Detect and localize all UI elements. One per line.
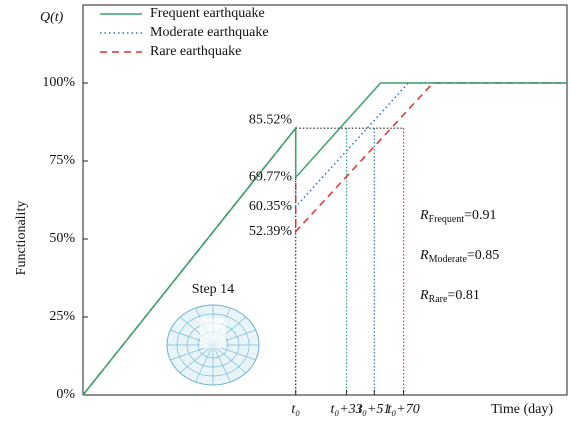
annotation-text: =0.91 <box>464 208 496 223</box>
y-tick-label: 100% <box>42 75 75 90</box>
inset-dome <box>167 305 259 385</box>
annotation-subscript: Moderate <box>429 254 468 265</box>
point-label: 69.77% <box>249 170 293 185</box>
series-line <box>83 83 567 395</box>
inset-label: Step 14 <box>192 282 234 297</box>
legend-label: Moderate earthquake <box>150 25 269 40</box>
point-label: 85.52% <box>249 112 293 127</box>
annotation-subscript: Frequent <box>429 214 465 225</box>
y-tick-label: 50% <box>49 231 75 246</box>
x-axis-label: Time (day) <box>491 402 553 417</box>
y-tick-label: 75% <box>49 153 75 168</box>
annotation: RRare=0.81 <box>419 288 480 305</box>
point-label: 60.35% <box>249 199 293 214</box>
annotation-subscript: Rare <box>429 294 448 305</box>
x-tick-label: t₀ <box>291 402 300 417</box>
point-label: 52.39% <box>249 224 293 239</box>
legend-label: Rare earthquake <box>150 44 241 59</box>
series-line <box>83 83 567 395</box>
x-tick-label: t₀+70 <box>388 402 420 417</box>
annotation-text: =0.81 <box>447 288 479 303</box>
page: {"chart_data": { "type": "line", "y_titl… <box>0 0 571 421</box>
plot-frame <box>83 5 567 395</box>
y-axis-label: Functionality <box>14 201 29 276</box>
annotation-symbol: R <box>419 208 429 223</box>
legend-label: Frequent earthquake <box>150 6 265 21</box>
annotation-symbol: R <box>419 248 429 263</box>
annotation-text: =0.85 <box>467 248 499 263</box>
y-title: Q(t) <box>40 10 64 25</box>
x-tick-label: t₀+51 <box>358 402 390 417</box>
y-tick-label: 25% <box>49 309 75 324</box>
annotation: RFrequent=0.91 <box>419 208 497 225</box>
annotation-symbol: R <box>419 288 429 303</box>
annotation: RModerate=0.85 <box>419 248 499 265</box>
y-tick-label: 0% <box>56 387 75 402</box>
chart: Step 14 Q(t) Functionality Time (day) 0%… <box>0 0 571 421</box>
series-line <box>83 83 567 395</box>
